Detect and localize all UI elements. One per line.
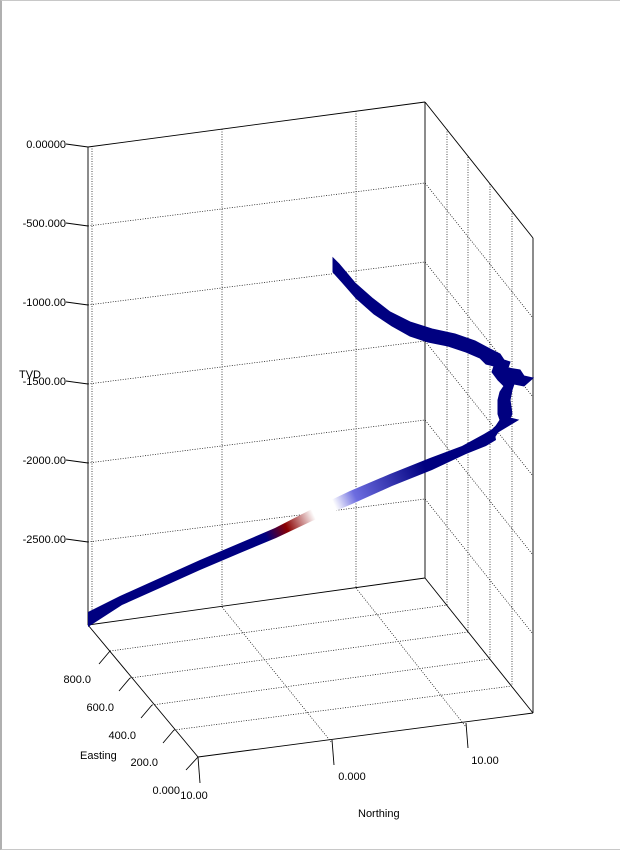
tvd-tick-3: -1500.00: [23, 376, 66, 388]
well-trajectory[interactable]: [88, 256, 535, 627]
easting-tick-2: 400.0: [108, 730, 136, 742]
northing-tick-0: 0.000: [338, 771, 366, 783]
tvd-grid: [87, 182, 534, 635]
easting-axis-label: Easting: [80, 750, 117, 762]
tvd-tick-5: -2500.00: [23, 534, 66, 546]
floor-grid: [109, 587, 513, 744]
easting-tick-0: 800.0: [63, 674, 91, 686]
box-edges: [87, 101, 534, 758]
back-wall: [88, 102, 425, 625]
tvd-tick-marks: [65, 143, 89, 543]
well-lower-section[interactable]: [88, 428, 496, 627]
tvd-tick-0: 0.00000: [26, 139, 66, 151]
easting-tick-labels: 800.0 600.0 400.0 200.0 0.000: [63, 674, 180, 797]
right-wall: [425, 102, 533, 713]
tvd-axis-label: TVD: [19, 369, 41, 381]
tvd-tick-4: -2000.00: [23, 455, 66, 467]
easting-tick-1: 600.0: [86, 702, 114, 714]
tvd-tick-1: -500.000: [23, 218, 66, 230]
northing-axis-label: Northing: [358, 808, 400, 820]
easting-tick-3: 200.0: [130, 757, 158, 769]
right-wall-grid: [446, 129, 513, 686]
northing-tick-marks: [197, 722, 469, 784]
well-upper-section[interactable]: [332, 256, 535, 440]
northing-tick-labels: 10.00 0.000 10.00: [180, 755, 499, 802]
tvd-tick-2: -1000.00: [23, 297, 66, 309]
northing-tick-1: 10.00: [471, 755, 499, 767]
easting-tick-marks: [98, 650, 199, 771]
northing-tick-corner: 10.00: [180, 790, 208, 802]
easting-tick-4: 0.000: [152, 785, 180, 797]
tvd-tick-labels: 0.00000 -500.000 -1000.00 -1500.00 -2000…: [23, 139, 66, 546]
